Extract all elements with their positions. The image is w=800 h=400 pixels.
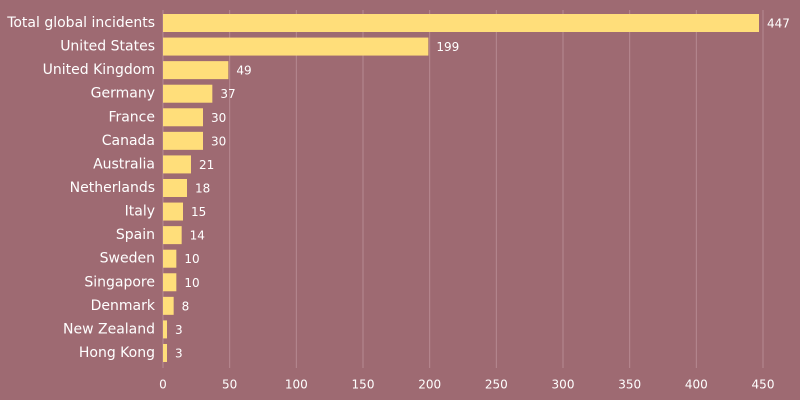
- x-tick-label: 50: [222, 378, 237, 392]
- value-label: 199: [436, 40, 459, 54]
- value-label: 30: [211, 111, 226, 125]
- value-label: 49: [236, 64, 251, 78]
- bar: [163, 343, 167, 362]
- bar: [163, 108, 203, 127]
- bar: [163, 61, 229, 80]
- category-label: Singapore: [84, 274, 155, 290]
- value-label: 30: [211, 134, 226, 148]
- x-tick-label: 250: [485, 378, 508, 392]
- x-tick-label: 450: [752, 378, 775, 392]
- x-tick-label: 0: [159, 378, 167, 392]
- bar: [163, 296, 174, 315]
- category-labels: Total global incidents United States Unite…: [6, 15, 156, 361]
- bar: [163, 14, 759, 32]
- value-label: 3: [175, 323, 183, 337]
- value-label: 3: [175, 346, 183, 360]
- value-label: 10: [184, 252, 199, 266]
- category-label: Netherlands: [70, 180, 155, 196]
- category-label: New Zealand: [63, 321, 155, 337]
- x-tick-label: 150: [352, 378, 375, 392]
- category-label: France: [108, 109, 155, 125]
- bar: [163, 131, 203, 150]
- x-tick-label: 100: [285, 378, 308, 392]
- x-axis-ticks: 0 50 100 150 200 250 300 350 400 450: [159, 378, 774, 392]
- bar: [163, 155, 191, 174]
- category-label: United Kingdom: [43, 62, 155, 78]
- category-label: Germany: [91, 86, 155, 102]
- value-label: 18: [195, 181, 210, 195]
- category-label: Spain: [116, 227, 155, 243]
- bars: [163, 14, 759, 362]
- bar: [163, 249, 177, 268]
- value-label: 8: [182, 299, 190, 313]
- grid-lines: [162, 10, 764, 368]
- x-tick-label: 400: [685, 378, 708, 392]
- category-label: Hong Kong: [79, 345, 155, 361]
- bar: [163, 178, 187, 197]
- category-label: Total global incidents: [6, 15, 155, 31]
- bar: [163, 84, 213, 103]
- x-tick-label: 200: [418, 378, 441, 392]
- bar: [163, 320, 167, 339]
- value-label: 14: [190, 229, 205, 243]
- value-label: 37: [220, 87, 235, 101]
- value-label: 15: [191, 205, 206, 219]
- x-tick-label: 300: [552, 378, 575, 392]
- category-label: Australia: [93, 156, 155, 172]
- category-label: Italy: [125, 204, 155, 220]
- bar: [163, 37, 429, 56]
- x-tick-label: 350: [618, 378, 641, 392]
- category-label: Sweden: [100, 251, 155, 267]
- value-label: 447: [767, 17, 790, 31]
- bar: [163, 226, 182, 245]
- category-label: Canada: [102, 133, 155, 149]
- bar: [163, 273, 177, 292]
- bar: [163, 202, 183, 221]
- value-label: 21: [199, 158, 214, 172]
- value-label: 10: [184, 276, 199, 290]
- category-label: United States: [60, 39, 155, 55]
- category-label: Denmark: [91, 298, 156, 314]
